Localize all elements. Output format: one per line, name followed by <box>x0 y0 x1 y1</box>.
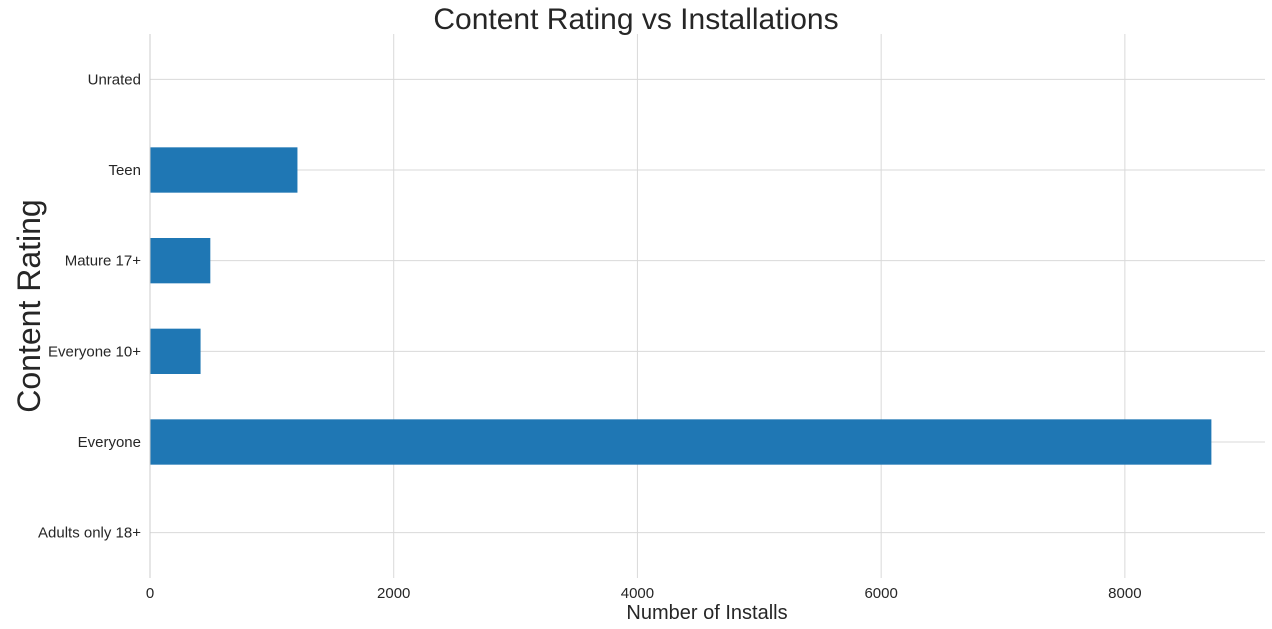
bar <box>150 328 201 374</box>
x-tick-label: 2000 <box>377 585 410 602</box>
x-tick-label: 6000 <box>864 585 897 602</box>
x-axis-label: Number of Installs <box>626 602 787 624</box>
grid <box>149 34 1265 578</box>
bar <box>150 419 1212 465</box>
chart-title: Content Rating vs Installations <box>433 3 838 36</box>
bars <box>150 147 1212 465</box>
y-tick-label: Mature 17+ <box>65 253 142 270</box>
y-axis-label: Content Rating <box>11 199 47 412</box>
y-tick-label: Everyone <box>78 434 141 451</box>
y-tick-label: Teen <box>108 162 141 179</box>
y-tick-labels: Adults only 18+ Everyone Everyone 10+ Matur… <box>38 71 141 541</box>
y-tick-label: Everyone 10+ <box>48 343 141 360</box>
bar <box>150 147 298 193</box>
y-tick-label: Unrated <box>88 71 141 88</box>
bar <box>150 238 211 284</box>
x-tick-label: 0 <box>146 585 154 602</box>
x-tick-labels: 0 2000 4000 6000 8000 <box>146 585 1142 602</box>
y-tick-label: Adults only 18+ <box>38 525 141 542</box>
x-tick-label: 8000 <box>1108 585 1141 602</box>
x-tick-label: 4000 <box>621 585 654 602</box>
